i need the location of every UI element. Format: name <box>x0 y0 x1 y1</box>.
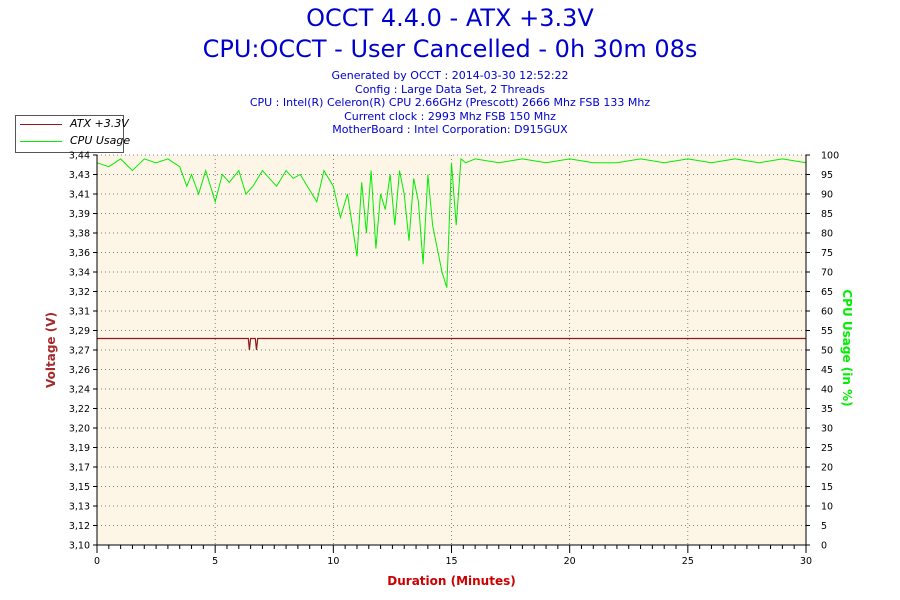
y2-tick-label: 50 <box>821 346 833 357</box>
legend-swatch-voltage <box>20 124 62 125</box>
y-tick-label: 3,34 <box>69 268 90 279</box>
x-tick-label: 10 <box>327 556 339 567</box>
y2-tick-label: 55 <box>821 326 833 337</box>
x-tick-label: 5 <box>212 556 218 567</box>
y2-tick-label: 20 <box>821 463 833 474</box>
y-tick-label: 3,20 <box>69 424 90 435</box>
y-tick-label: 3,27 <box>69 346 90 357</box>
y2-tick-label: 100 <box>821 151 839 162</box>
y-tick-label: 3,32 <box>69 287 90 298</box>
y2-tick-label: 35 <box>821 404 833 415</box>
y2-tick-label: 10 <box>821 502 833 513</box>
y-tick-label: 3,38 <box>69 229 90 240</box>
y-tick-label: 3,15 <box>69 482 90 493</box>
info-clock: Current clock : 2993 Mhz FSB 150 Mhz <box>344 109 556 123</box>
legend: ATX +3.3V CPU Usage <box>15 115 130 153</box>
y2-tick-label: 15 <box>821 482 833 493</box>
series-line-cpu-usage <box>96 157 807 288</box>
series-line-atx-3v3 <box>97 337 806 351</box>
axes: 3,10 3,12 3,13 3,15 3,17 3,19 3,20 3,22 3,24 3,26… <box>69 151 839 568</box>
chart-info: Generated by OCCT : 2014-03-30 12:52:22 … <box>0 69 900 137</box>
y2-tick-label: 60 <box>821 307 833 318</box>
y2-tick-label: 5 <box>821 521 827 532</box>
x-tick-label: 0 <box>94 556 100 567</box>
y2-tick-label: 75 <box>821 248 833 259</box>
info-motherboard: MotherBoard : Intel Corporation: D915GUX <box>332 123 568 137</box>
y-tick-label: 3,43 <box>69 170 90 181</box>
chart-subtitle: CPU:OCCT - User Cancelled - 0h 30m 08s <box>202 35 698 63</box>
y2-tick-label: 90 <box>821 190 833 201</box>
y-tick-label: 3,12 <box>69 521 90 532</box>
y-tick-label: 3,22 <box>69 404 90 415</box>
y2-tick-label: 25 <box>821 443 833 454</box>
info-config: Config : Large Data Set, 2 Threads <box>355 82 545 96</box>
plot-background <box>97 155 806 545</box>
y-axis-label: Voltage (V) <box>44 312 58 388</box>
y-tick-label: 3,24 <box>69 385 90 396</box>
y-tick-label: 3,44 <box>69 151 90 162</box>
y-tick-label: 3,41 <box>69 190 90 201</box>
y2-tick-label: 80 <box>821 229 833 240</box>
x-tick-label: 25 <box>682 556 694 567</box>
legend-label-cpu: CPU Usage <box>70 134 131 147</box>
y-tick-label: 3,19 <box>69 443 90 454</box>
y2-tick-label: 70 <box>821 268 833 279</box>
y2-tick-label: 30 <box>821 424 833 435</box>
legend-label-voltage: ATX +3.3V <box>70 117 129 130</box>
y2-tick-label: 95 <box>821 170 833 181</box>
legend-swatch-cpu <box>20 141 62 142</box>
info-generated: Generated by OCCT : 2014-03-30 12:52:22 <box>331 69 569 82</box>
y2-tick-label: 85 <box>821 209 833 220</box>
y-tick-label: 3,13 <box>69 502 90 513</box>
x-tick-label: 15 <box>445 556 457 567</box>
info-cpu: CPU : Intel(R) Celeron(R) CPU 2.66GHz (P… <box>249 96 651 110</box>
y-tick-label: 3,17 <box>69 463 90 474</box>
x-tick-label: 20 <box>564 556 576 567</box>
y2-tick-label: 40 <box>821 385 833 396</box>
y-tick-label: 3,10 <box>69 541 90 552</box>
y-tick-label: 3,29 <box>69 326 90 337</box>
chart-title: OCCT 4.4.0 - ATX +3.3V <box>306 4 594 32</box>
y2-tick-label: 0 <box>821 541 827 552</box>
y-tick-label: 3,36 <box>69 248 90 259</box>
legend-item-voltage: ATX +3.3V <box>16 117 129 133</box>
y-tick-label: 3,26 <box>69 365 90 376</box>
y-tick-label: 3,31 <box>69 307 90 318</box>
series-group <box>96 157 807 351</box>
legend-item-cpu: CPU Usage <box>16 134 130 150</box>
x-tick-label: 30 <box>800 556 812 567</box>
y2-tick-label: 45 <box>821 365 833 376</box>
y2-tick-label: 65 <box>821 287 833 298</box>
y2-axis-label: CPU Usage (in %) <box>840 289 854 406</box>
y-tick-label: 3,39 <box>69 209 90 220</box>
x-axis-label: Duration (Minutes) <box>387 574 515 588</box>
